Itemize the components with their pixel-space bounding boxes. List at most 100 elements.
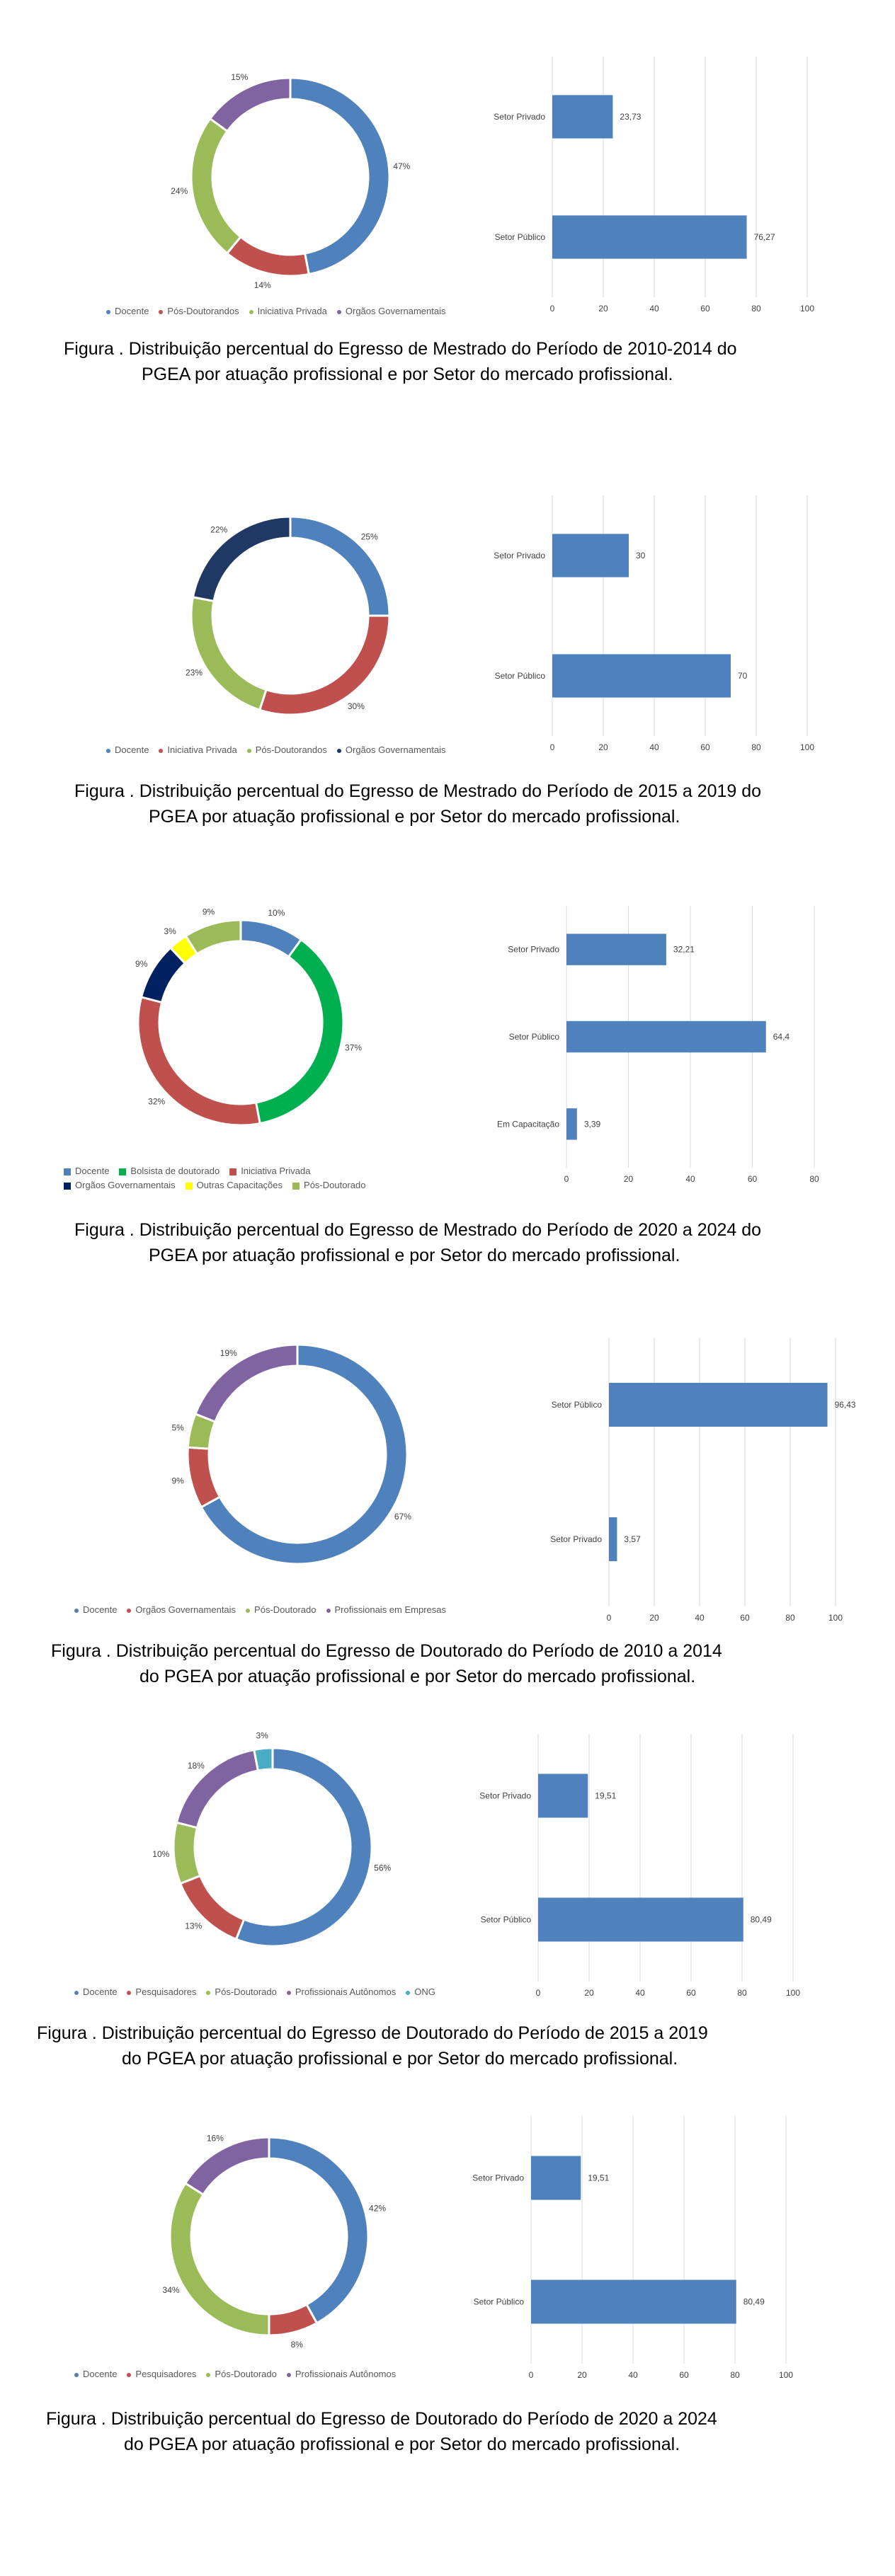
legend-swatch — [159, 748, 164, 753]
category-label: Setor Público — [495, 232, 546, 242]
caption-line-2: do PGEA por atuação profissional e por S… — [124, 2434, 680, 2454]
donut-slice — [190, 117, 242, 255]
figure-5: 56% 13% 10% 18% 3% Docente Pesquisadores Pós-D… — [0, 1713, 895, 2095]
slice-label: 16% — [207, 2134, 224, 2144]
slice-label: 56% — [374, 1863, 391, 1873]
donut-slice — [191, 515, 292, 603]
tick-label: 60 — [686, 1988, 696, 1998]
caption-line-1: Figura . Distribuição percentual do Egre… — [51, 1641, 722, 1661]
legend-label: Orgãos Governamentais — [345, 306, 446, 316]
slice-label: 5% — [171, 1422, 184, 1432]
data-label: 64,4 — [773, 1032, 790, 1042]
legend-item: Pós-Doutorandos — [159, 304, 239, 318]
bar — [609, 1517, 617, 1561]
legend-swatch — [159, 309, 164, 314]
bar — [566, 1108, 577, 1140]
legend-item: Orgãos Governamentais — [336, 304, 446, 318]
figure-1: 47% 14% 24% 15% Docente Pós-Doutorandos Inici… — [0, 0, 895, 439]
legend-item: Pós-Doutorado — [292, 1178, 365, 1192]
caption-line-2: PGEA por atuação profissional e por Seto… — [142, 364, 673, 384]
slice-label: 24% — [171, 186, 188, 196]
tick-label: 0 — [607, 1613, 612, 1623]
legend-label: Pesquisadores — [135, 1986, 197, 1997]
figure-3: 10% 37% 32% 9% 3% 9% Docente Bolsista de douto… — [0, 878, 895, 1316]
tick-label: 20 — [624, 1174, 634, 1184]
bar-chart-1: 0 20 40 60 80 100 Setor Privado 23,73 Setor Públ… — [494, 57, 814, 314]
tick-label: 80 — [751, 304, 761, 314]
legend-item: Profissionais Autônomos — [286, 2367, 396, 2381]
caption-line-2: PGEA por atuação profissional e por Seto… — [149, 807, 680, 827]
legend-label: Docente — [115, 306, 149, 316]
tick-label: 60 — [700, 742, 710, 752]
slice-label: 42% — [369, 2204, 386, 2214]
donut-slice — [254, 938, 345, 1125]
category-label: Setor Público — [509, 1032, 560, 1042]
slice-label: 30% — [348, 701, 365, 711]
legend-label: Pós-Doutorado — [215, 1986, 277, 1997]
bar — [552, 534, 629, 577]
tick-label: 40 — [649, 304, 659, 314]
data-label: 30 — [636, 551, 646, 560]
donut-slice — [225, 235, 310, 277]
bar — [552, 654, 731, 698]
legend-item: Pós-Doutorado — [246, 1603, 317, 1617]
slice-label: 67% — [394, 1512, 411, 1522]
category-label: Setor Privado — [508, 945, 559, 955]
donut-slice — [186, 1446, 222, 1509]
bar — [538, 1773, 588, 1818]
legend-swatch — [185, 1182, 193, 1190]
caption-line-1: Figura . Distribuição percentual do Egre… — [74, 1220, 762, 1240]
legend-label: Pesquisadores — [135, 2369, 197, 2379]
legend-item: Docente — [74, 1985, 117, 1999]
legend-label: Docente — [75, 1166, 110, 1176]
data-label: 19,51 — [595, 1791, 616, 1801]
legend-item: Orgãos Governamentais — [127, 1603, 236, 1617]
legend-label: Orgãos Governamentais — [135, 1604, 236, 1615]
legend-label: Pós-Doutorado — [254, 1604, 317, 1615]
legend-3: Docente Bolsista de doutorado Iniciativa P… — [64, 1164, 432, 1192]
category-label: Setor Público — [552, 1400, 603, 1410]
donut-slice — [183, 2136, 270, 2197]
tick-label: 60 — [679, 2370, 689, 2380]
legend-swatch — [292, 1182, 300, 1190]
tick-label: 80 — [737, 1988, 747, 1998]
slice-label: 18% — [188, 1761, 205, 1771]
donut-chart-6: 42% 8% 34% 16% — [163, 2134, 387, 2350]
legend-label: Pós-Doutorado — [215, 2369, 277, 2379]
slice-label: 13% — [185, 1921, 202, 1931]
legend-item: Bolsista de doutorado — [119, 1164, 220, 1178]
legend-label: Iniciativa Privada — [241, 1166, 311, 1176]
tick-label: 100 — [828, 1613, 843, 1623]
data-label: 23,73 — [620, 112, 641, 122]
legend-item: Docente — [106, 304, 149, 318]
legend-swatch — [74, 1990, 79, 1995]
slice-label: 14% — [254, 280, 271, 290]
legend-item: Profissionais Autônomos — [286, 1985, 396, 1999]
slice-label: 22% — [210, 524, 227, 534]
category-label: Em Capacitação — [497, 1119, 559, 1129]
legend-swatch — [336, 748, 341, 753]
category-label: Setor Público — [495, 671, 546, 681]
legend-item: Docente — [106, 743, 149, 757]
slice-label: 3% — [256, 1731, 268, 1741]
legend-swatch — [406, 1990, 411, 1995]
slice-label: 15% — [231, 72, 248, 82]
legend-item: Docente — [74, 2367, 117, 2381]
legend-swatch — [127, 1990, 132, 1995]
legend-item: Iniciativa Privada — [229, 1164, 310, 1178]
tick-label: 100 — [779, 2370, 793, 2380]
legend-label: Docente — [83, 2369, 118, 2379]
tick-label: 20 — [598, 742, 608, 752]
legend-swatch — [286, 2372, 291, 2377]
slice-label: 3% — [164, 926, 176, 936]
tick-label: 40 — [649, 742, 659, 752]
legend-swatch — [74, 2372, 79, 2377]
bar-chart-3: 0 20 40 60 80 Setor Privado 32,21 Setor Público… — [497, 906, 819, 1184]
caption-line-2: PGEA por atuação profissional e por Seto… — [149, 1246, 680, 1265]
donut-slice — [200, 1343, 409, 1565]
legend-swatch — [74, 1608, 79, 1613]
tick-label: 20 — [598, 304, 608, 314]
tick-label: 80 — [730, 2370, 740, 2380]
tick-label: 0 — [529, 2370, 534, 2380]
donut-slice — [172, 1821, 202, 1885]
